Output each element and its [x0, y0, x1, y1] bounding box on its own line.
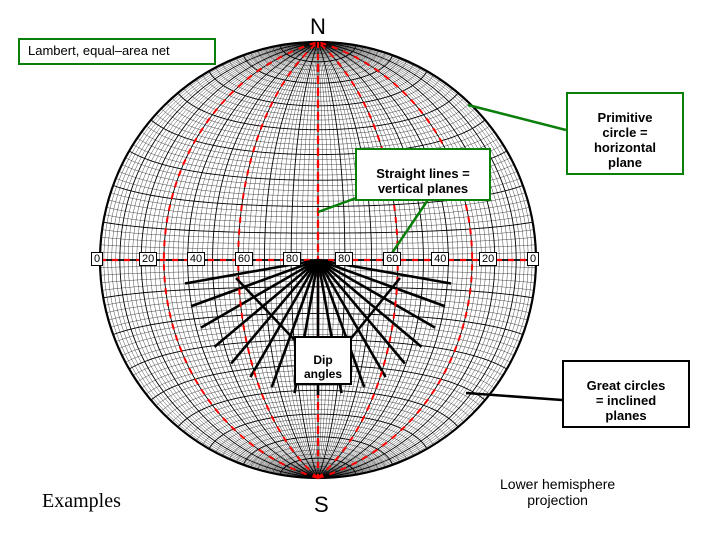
- straight-lines-text: Straight lines = vertical planes: [376, 166, 470, 196]
- dip-tick: 0: [91, 252, 103, 266]
- dip-tick: 40: [187, 252, 205, 266]
- great-circles-text: Great circles = inclined planes: [587, 378, 666, 423]
- dip-angles-text: Dip angles: [304, 353, 342, 381]
- dip-tick: 20: [479, 252, 497, 266]
- dip-tick: 80: [283, 252, 301, 266]
- stereonet: [0, 0, 720, 540]
- dip-tick: 20: [139, 252, 157, 266]
- primitive-circle-text: Primitive circle = horizontal plane: [594, 110, 656, 170]
- straight-lines-box: Straight lines = vertical planes: [355, 148, 491, 201]
- primitive-circle-box: Primitive circle = horizontal plane: [566, 92, 684, 175]
- dip-tick: 40: [431, 252, 449, 266]
- dip-tick: 80: [335, 252, 353, 266]
- dip-tick: 0: [527, 252, 539, 266]
- label-north: N: [310, 14, 326, 40]
- dip-tick: 60: [235, 252, 253, 266]
- lower-hemisphere-text: Lower hemisphere projection: [500, 476, 615, 508]
- dip-tick: 60: [383, 252, 401, 266]
- title-lambert-box: Lambert, equal–area net: [18, 38, 216, 65]
- great-circles-box: Great circles = inclined planes: [562, 360, 690, 428]
- title-lambert-text: Lambert, equal–area net: [28, 43, 170, 58]
- label-south: S: [314, 492, 329, 518]
- dip-angles-box: Dip angles: [294, 336, 352, 385]
- examples-text: Examples: [42, 490, 121, 513]
